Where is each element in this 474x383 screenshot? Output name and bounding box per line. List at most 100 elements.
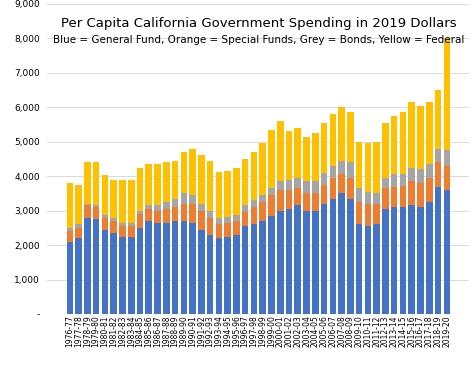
Bar bbox=[66, 242, 73, 314]
Bar bbox=[181, 221, 187, 314]
Bar bbox=[277, 121, 283, 182]
Bar bbox=[400, 112, 406, 174]
Bar bbox=[163, 223, 170, 314]
Bar bbox=[277, 182, 283, 190]
Bar bbox=[137, 228, 143, 314]
Bar bbox=[365, 204, 371, 226]
Bar bbox=[347, 113, 354, 162]
Bar bbox=[338, 175, 345, 193]
Bar bbox=[435, 187, 441, 314]
Bar bbox=[154, 223, 161, 314]
Bar bbox=[444, 38, 450, 151]
Bar bbox=[154, 206, 161, 211]
Bar bbox=[137, 168, 143, 211]
Bar bbox=[338, 107, 345, 161]
Bar bbox=[242, 226, 248, 314]
Bar bbox=[242, 206, 248, 213]
Bar bbox=[417, 105, 424, 169]
Bar bbox=[286, 131, 292, 180]
Bar bbox=[303, 137, 310, 182]
Bar bbox=[66, 183, 73, 228]
Bar bbox=[137, 211, 143, 214]
Bar bbox=[329, 166, 336, 178]
Bar bbox=[435, 162, 441, 187]
Bar bbox=[75, 224, 82, 228]
Bar bbox=[294, 178, 301, 188]
Bar bbox=[374, 193, 380, 204]
Bar bbox=[329, 178, 336, 199]
Bar bbox=[409, 206, 415, 314]
Bar bbox=[233, 221, 240, 235]
Bar bbox=[251, 207, 257, 224]
Bar bbox=[224, 171, 231, 217]
Bar bbox=[409, 168, 415, 182]
Bar bbox=[110, 233, 117, 314]
Bar bbox=[189, 195, 196, 204]
Bar bbox=[251, 224, 257, 314]
Bar bbox=[268, 129, 275, 188]
Bar bbox=[172, 199, 178, 207]
Bar bbox=[163, 202, 170, 209]
Bar bbox=[251, 200, 257, 207]
Bar bbox=[101, 175, 108, 215]
Bar bbox=[329, 114, 336, 166]
Bar bbox=[435, 90, 441, 149]
Bar bbox=[400, 186, 406, 207]
Bar bbox=[347, 199, 354, 314]
Bar bbox=[163, 209, 170, 223]
Bar bbox=[338, 193, 345, 314]
Bar bbox=[110, 221, 117, 233]
Bar bbox=[435, 149, 441, 162]
Bar bbox=[224, 223, 231, 237]
Bar bbox=[207, 161, 213, 211]
Bar bbox=[321, 173, 328, 185]
Bar bbox=[426, 202, 433, 314]
Bar bbox=[75, 185, 82, 224]
Bar bbox=[154, 211, 161, 223]
Bar bbox=[128, 237, 135, 314]
Bar bbox=[119, 223, 126, 226]
Bar bbox=[216, 238, 222, 314]
Bar bbox=[426, 178, 433, 202]
Bar bbox=[189, 149, 196, 195]
Bar bbox=[224, 237, 231, 314]
Bar bbox=[172, 161, 178, 199]
Bar bbox=[75, 238, 82, 314]
Bar bbox=[216, 172, 222, 218]
Bar bbox=[286, 180, 292, 190]
Bar bbox=[356, 142, 363, 188]
Bar bbox=[128, 223, 135, 226]
Bar bbox=[163, 162, 170, 202]
Bar bbox=[119, 226, 126, 237]
Bar bbox=[189, 223, 196, 314]
Bar bbox=[207, 218, 213, 235]
Bar bbox=[303, 211, 310, 314]
Bar bbox=[294, 128, 301, 178]
Bar bbox=[417, 183, 424, 207]
Bar bbox=[294, 188, 301, 206]
Bar bbox=[233, 168, 240, 215]
Bar bbox=[101, 215, 108, 218]
Bar bbox=[338, 161, 345, 175]
Bar bbox=[382, 123, 389, 178]
Bar bbox=[356, 224, 363, 314]
Bar bbox=[356, 202, 363, 224]
Bar bbox=[374, 224, 380, 314]
Bar bbox=[84, 218, 91, 314]
Bar bbox=[347, 178, 354, 199]
Bar bbox=[146, 164, 152, 206]
Bar bbox=[154, 164, 161, 206]
Bar bbox=[259, 202, 266, 221]
Bar bbox=[347, 162, 354, 178]
Bar bbox=[444, 166, 450, 190]
Bar bbox=[93, 206, 100, 207]
Bar bbox=[426, 164, 433, 178]
Bar bbox=[198, 211, 205, 230]
Bar bbox=[312, 211, 319, 314]
Bar bbox=[417, 207, 424, 314]
Bar bbox=[391, 187, 398, 207]
Bar bbox=[66, 231, 73, 242]
Bar bbox=[426, 102, 433, 164]
Bar bbox=[119, 237, 126, 314]
Bar bbox=[409, 102, 415, 168]
